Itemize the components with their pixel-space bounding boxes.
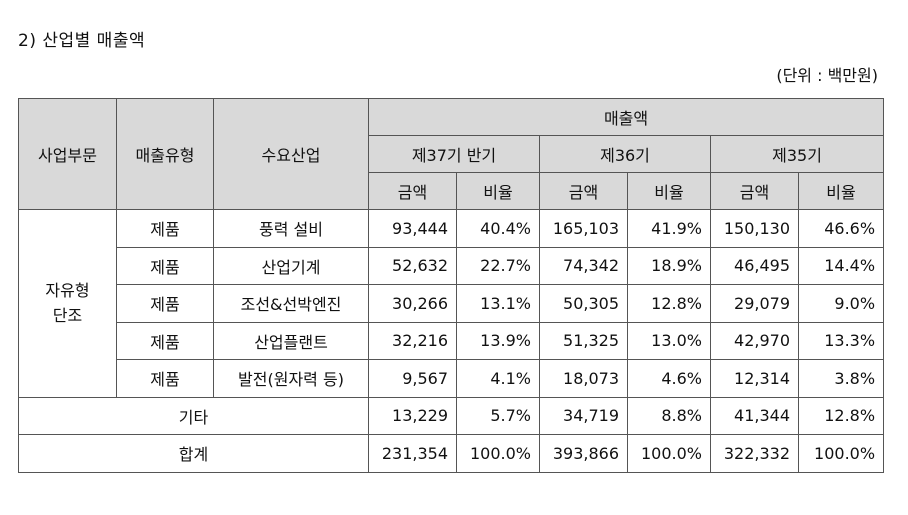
amount-cell: 32,216 bbox=[368, 321, 457, 360]
table-row: 제품 산업기계 52,632 22.7% 74,342 18.9% 46,495… bbox=[19, 246, 885, 285]
ratio-cell: 40.4% bbox=[456, 209, 540, 248]
amount-cell: 393,866 bbox=[539, 434, 628, 473]
amount-cell: 74,342 bbox=[539, 246, 628, 285]
ratio-cell: 9.0% bbox=[797, 284, 885, 323]
ratio-cell: 4.6% bbox=[627, 359, 711, 398]
table-row: 제품 조선&선박엔진 30,266 13.1% 50,305 12.8% 29,… bbox=[19, 284, 885, 323]
table-row: 제품 산업플랜트 32,216 13.9% 51,325 13.0% 42,97… bbox=[19, 321, 885, 360]
industry-cell: 산업기계 bbox=[213, 246, 369, 285]
header-amount: 금액 bbox=[368, 172, 457, 210]
header-sales: 매출액 bbox=[367, 98, 885, 136]
ratio-cell: 12.8% bbox=[797, 396, 885, 435]
amount-cell: 9,567 bbox=[368, 359, 457, 398]
unit-label: (단위 : 백만원) bbox=[776, 66, 878, 85]
header-ratio: 비율 bbox=[627, 172, 711, 210]
ratio-cell: 13.0% bbox=[627, 321, 711, 360]
ratio-cell: 13.1% bbox=[456, 284, 540, 323]
header-period-37: 제37기 반기 bbox=[368, 135, 540, 173]
header-ratio: 비율 bbox=[797, 172, 885, 210]
amount-cell: 29,079 bbox=[710, 284, 799, 323]
table-row: 자유형 단조 제품 풍력 설비 93,444 40.4% 165,103 41.… bbox=[18, 209, 885, 398]
sales-by-industry-table: 사업부문 매출유형 수요산업 매출액 제37기 반기 제36기 제35기 금액 … bbox=[18, 98, 885, 473]
amount-cell: 322,332 bbox=[710, 434, 799, 473]
ratio-cell: 13.3% bbox=[797, 321, 885, 360]
sales-type-cell: 제품 bbox=[116, 209, 214, 248]
other-label: 기타 bbox=[18, 396, 369, 435]
header-division: 사업부문 bbox=[18, 98, 117, 210]
header-amount: 금액 bbox=[539, 172, 628, 210]
ratio-cell: 100.0% bbox=[456, 434, 540, 473]
amount-cell: 50,305 bbox=[539, 284, 628, 323]
header-period-35: 제35기 bbox=[709, 135, 885, 173]
industry-cell: 발전(원자력 등) bbox=[213, 359, 369, 398]
amount-cell: 30,266 bbox=[368, 284, 457, 323]
amount-cell: 165,103 bbox=[539, 209, 628, 248]
header-demand-industry: 수요산업 bbox=[213, 98, 369, 210]
industry-cell: 조선&선박엔진 bbox=[213, 284, 369, 323]
ratio-cell: 8.8% bbox=[627, 396, 711, 435]
amount-cell: 41,344 bbox=[710, 396, 799, 435]
total-label: 합계 bbox=[18, 434, 369, 473]
division-cell: 자유형 단조 bbox=[18, 209, 117, 398]
header-period-36: 제36기 bbox=[539, 135, 711, 173]
amount-cell: 12,314 bbox=[710, 359, 799, 398]
amount-cell: 42,970 bbox=[710, 321, 799, 360]
other-row: 기타 13,229 5.7% 34,719 8.8% 41,344 12.8% bbox=[18, 396, 885, 435]
amount-cell: 34,719 bbox=[539, 396, 628, 435]
ratio-cell: 22.7% bbox=[456, 246, 540, 285]
ratio-cell: 14.4% bbox=[797, 246, 885, 285]
sales-type-cell: 제품 bbox=[116, 359, 214, 398]
ratio-cell: 100.0% bbox=[627, 434, 711, 473]
amount-cell: 46,495 bbox=[710, 246, 799, 285]
section-title: 2) 산업별 매출액 bbox=[18, 31, 146, 51]
total-row: 합계 231,354 100.0% 393,866 100.0% 322,332… bbox=[18, 434, 885, 473]
ratio-cell: 100.0% bbox=[797, 434, 885, 473]
amount-cell: 150,130 bbox=[710, 209, 799, 248]
amount-cell: 52,632 bbox=[368, 246, 457, 285]
header-ratio: 비율 bbox=[456, 172, 540, 210]
ratio-cell: 13.9% bbox=[456, 321, 540, 360]
sales-type-cell: 제품 bbox=[116, 321, 214, 360]
ratio-cell: 4.1% bbox=[456, 359, 540, 398]
amount-cell: 18,073 bbox=[539, 359, 628, 398]
industry-cell: 풍력 설비 bbox=[213, 209, 369, 248]
header-amount: 금액 bbox=[710, 172, 799, 210]
ratio-cell: 41.9% bbox=[627, 209, 711, 248]
header-sales-type: 매출유형 bbox=[116, 98, 214, 210]
ratio-cell: 5.7% bbox=[456, 396, 540, 435]
amount-cell: 231,354 bbox=[368, 434, 457, 473]
amount-cell: 93,444 bbox=[368, 209, 457, 248]
amount-cell: 13,229 bbox=[368, 396, 457, 435]
ratio-cell: 12.8% bbox=[627, 284, 711, 323]
amount-cell: 51,325 bbox=[539, 321, 628, 360]
ratio-cell: 3.8% bbox=[797, 359, 885, 398]
sales-type-cell: 제품 bbox=[116, 284, 214, 323]
industry-cell: 산업플랜트 bbox=[213, 321, 369, 360]
sales-type-cell: 제품 bbox=[116, 246, 214, 285]
ratio-cell: 18.9% bbox=[627, 246, 711, 285]
table-row: 제품 발전(원자력 등) 9,567 4.1% 18,073 4.6% 12,3… bbox=[19, 359, 885, 398]
ratio-cell: 46.6% bbox=[797, 209, 885, 248]
